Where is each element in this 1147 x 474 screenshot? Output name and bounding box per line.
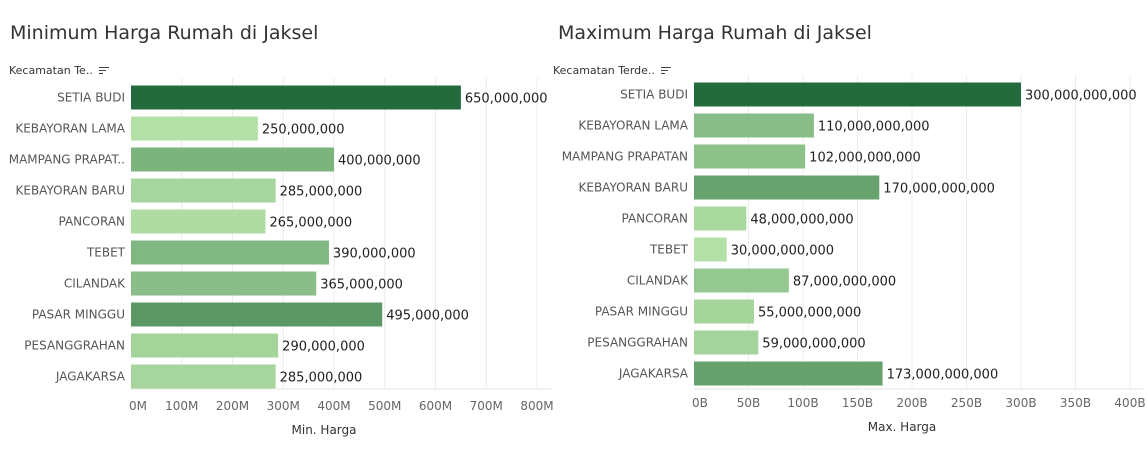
category-label: KEBAYORAN BARU: [16, 184, 126, 198]
category-label: PANCORAN: [58, 215, 125, 229]
x-axis-title: Max. Harga: [868, 420, 937, 434]
category-label: TEBET: [86, 246, 126, 260]
bar: [694, 175, 880, 200]
data-label: 285,000,000: [280, 185, 363, 200]
x-tick-label: 400M: [317, 399, 350, 413]
chart-title: Minimum Harga Rumah di Jaksel: [10, 22, 319, 44]
x-tick-label: 350B: [1060, 396, 1091, 410]
category-label: KEBAYORAN BARU: [579, 181, 689, 195]
data-label: 400,000,000: [338, 154, 421, 169]
x-tick-label: 500M: [368, 399, 401, 413]
x-tick-label: 50B: [737, 396, 761, 410]
x-tick-label: 200M: [216, 399, 249, 413]
category-label: JAGAKARSA: [618, 367, 689, 381]
category-label: MAMPANG PRAPATAN: [562, 150, 688, 164]
bar: [694, 113, 814, 138]
category-label: CILANDAK: [64, 277, 126, 291]
x-tick-label: 300B: [1005, 396, 1036, 410]
category-label: PASAR MINGGU: [595, 305, 688, 319]
data-label: 102,000,000,000: [809, 151, 921, 166]
category-label: KEBAYORAN LAMA: [15, 122, 125, 136]
category-label: PESANGGRAHAN: [24, 339, 125, 353]
bar: [694, 268, 789, 293]
x-tick-label: 400B: [1114, 396, 1145, 410]
x-axis-title: Min. Harga: [292, 423, 357, 437]
bar: [694, 330, 759, 355]
bar: [694, 299, 754, 324]
bar: [131, 271, 317, 296]
x-tick-label: 100B: [787, 396, 818, 410]
category-label: KEBAYORAN LAMA: [578, 119, 688, 133]
data-label: 285,000,000: [280, 371, 363, 386]
data-label: 55,000,000,000: [758, 306, 861, 321]
category-label: PANCORAN: [621, 212, 688, 226]
data-label: 250,000,000: [262, 123, 345, 138]
data-label: 365,000,000: [320, 278, 403, 293]
x-tick-label: 0M: [129, 399, 147, 413]
bar: [131, 240, 329, 265]
bar: [694, 144, 806, 169]
bar: [694, 361, 883, 386]
x-tick-label: 600M: [419, 399, 452, 413]
data-label: 650,000,000: [465, 92, 548, 107]
data-label: 390,000,000: [333, 247, 416, 262]
data-label: 300,000,000,000: [1025, 89, 1137, 104]
x-tick-label: 300M: [267, 399, 300, 413]
data-label: 30,000,000,000: [731, 244, 834, 259]
x-tick-label: 200B: [896, 396, 927, 410]
category-label: JAGAKARSA: [55, 370, 126, 384]
data-label: 495,000,000: [386, 309, 469, 324]
chart-title: Maximum Harga Rumah di Jaksel: [558, 22, 872, 44]
field-header-label: Kecamatan Te..: [9, 64, 93, 77]
x-tick-label: 0B: [692, 396, 708, 410]
data-label: 48,000,000,000: [750, 213, 853, 228]
bar: [131, 333, 279, 358]
sort-descending-icon[interactable]: [98, 66, 109, 75]
data-label: 290,000,000: [282, 340, 365, 355]
category-label: MAMPANG PRAPAT..: [9, 153, 125, 167]
x-tick-label: 250B: [951, 396, 982, 410]
data-label: 110,000,000,000: [818, 120, 930, 135]
x-tick-label: 150B: [842, 396, 873, 410]
x-tick-label: 800M: [520, 399, 553, 413]
max-price-chart-panel: Maximum Harga Rumah di Jaksel Kecamatan …: [548, 0, 1147, 474]
data-label: 265,000,000: [269, 216, 352, 231]
category-label: TEBET: [649, 243, 689, 257]
bar: [131, 209, 266, 234]
category-label: PESANGGRAHAN: [587, 336, 688, 350]
bar: [131, 364, 276, 389]
data-label: 170,000,000,000: [883, 182, 995, 197]
field-header-label: Kecamatan Terde..: [553, 64, 655, 77]
min-price-bar-chart: SETIA BUDI 650,000,000 KEBAYORAN LAMA 250,0…: [9, 78, 554, 437]
category-label: PASAR MINGGU: [32, 308, 125, 322]
category-label: SETIA BUDI: [620, 88, 688, 102]
bar: [131, 116, 258, 141]
field-header[interactable]: Kecamatan Terde..: [553, 64, 671, 77]
sort-descending-icon[interactable]: [660, 66, 671, 75]
category-label: SETIA BUDI: [57, 91, 125, 105]
x-tick-label: 100M: [165, 399, 198, 413]
data-label: 87,000,000,000: [793, 275, 896, 290]
max-price-bar-chart: SETIA BUDI 300,000,000,000 KEBAYORAN LAMA 1…: [562, 75, 1146, 434]
bar: [131, 85, 461, 110]
bar: [131, 178, 276, 203]
min-price-chart-panel: Minimum Harga Rumah di Jaksel Kecamatan …: [0, 0, 560, 474]
bar: [694, 237, 727, 262]
bar: [131, 147, 334, 172]
x-tick-label: 700M: [470, 399, 503, 413]
data-label: 59,000,000,000: [762, 337, 865, 352]
bar: [131, 302, 383, 327]
field-header[interactable]: Kecamatan Te..: [9, 64, 109, 77]
bar: [694, 82, 1021, 107]
category-label: CILANDAK: [627, 274, 689, 288]
data-label: 173,000,000,000: [887, 368, 999, 383]
bar: [694, 206, 747, 231]
